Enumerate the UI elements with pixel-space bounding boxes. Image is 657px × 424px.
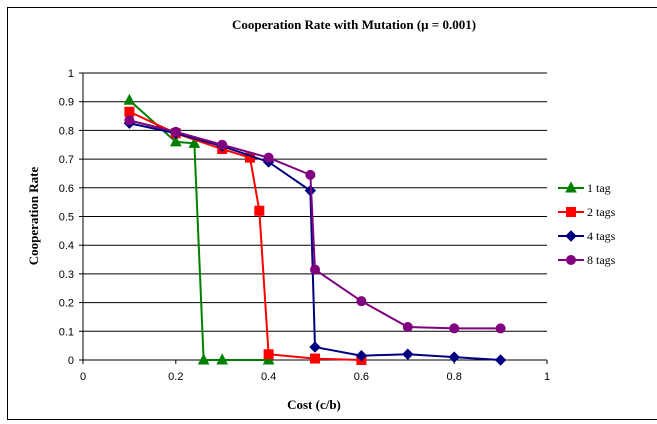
series-2-tags (124, 106, 367, 365)
data-point (254, 205, 265, 216)
data-point (217, 139, 228, 150)
legend-item: 2 tags (558, 205, 616, 219)
series-layer (123, 93, 507, 366)
data-point (170, 126, 181, 137)
data-point (494, 354, 507, 366)
series-1-tag (123, 93, 275, 365)
y-axis-label: Cooperation Rate (26, 166, 41, 265)
x-tick-label: 0.6 (354, 371, 369, 383)
data-point (355, 349, 368, 362)
series-line (128, 99, 269, 361)
legend-label: 4 tags (587, 229, 616, 243)
chart-frame: Cooperation Rate with Mutation (μ = 0.00… (7, 7, 657, 420)
data-point (448, 351, 460, 363)
legend-swatch-marker (566, 207, 576, 217)
x-tick-label: 0.4 (261, 371, 276, 383)
y-tick-label: 0.3 (59, 269, 74, 281)
data-point (216, 353, 229, 365)
legend-swatch-marker (566, 255, 576, 265)
y-tick-label: 0.1 (59, 326, 74, 338)
y-tick-label: 0.2 (59, 298, 74, 310)
y-tick-label: 0.7 (59, 154, 74, 166)
axis-layer: 0 0.1 0.2 0.3 0.4 0.5 0.6 0.7 0.8 0.9 1 0 0.2 0.4 0.6 0… (59, 68, 550, 383)
data-point (169, 135, 182, 147)
x-tick-label: 0.2 (168, 371, 183, 383)
legend-swatch-marker (565, 181, 577, 193)
data-point (123, 93, 136, 105)
data-point (356, 296, 367, 307)
y-tick-label: 0.6 (59, 183, 74, 195)
data-point (305, 169, 316, 180)
series-line (129, 119, 501, 330)
x-axis-label: Cost (c/b) (287, 397, 341, 412)
legend-item: 1 tag (558, 181, 611, 195)
data-point (310, 353, 320, 364)
data-point (124, 115, 135, 126)
data-point (402, 321, 413, 332)
data-point (188, 136, 201, 148)
legend-swatch-marker (565, 230, 577, 242)
data-point (310, 264, 320, 275)
legend: 1 tag 2 tags 4 tags 8 tags (558, 181, 616, 267)
data-point (263, 349, 274, 360)
legend-label: 2 tags (587, 205, 616, 219)
y-tick-label: 0.9 (59, 97, 74, 109)
data-point (402, 348, 414, 360)
data-point (197, 353, 210, 365)
legend-label: 8 tags (587, 253, 616, 267)
data-point (124, 106, 135, 117)
data-point (449, 323, 460, 334)
data-point (309, 341, 321, 353)
legend-item: 4 tags (558, 229, 616, 243)
chart-svg: Cooperation Rate with Mutation (μ = 0.00… (26, 17, 616, 412)
legend-item: 8 tags (558, 253, 616, 267)
chart-title: Cooperation Rate with Mutation (μ = 0.00… (232, 17, 476, 32)
data-point (263, 152, 274, 163)
legend-label: 1 tag (587, 181, 611, 195)
data-point (495, 323, 506, 334)
x-tick-label: 0 (80, 371, 86, 383)
y-tick-label: 0 (68, 355, 74, 367)
y-tick-label: 1 (68, 68, 74, 80)
y-tick-label: 0.8 (59, 125, 74, 137)
series-line (128, 110, 362, 361)
grid-layer (83, 72, 547, 332)
series-8-tags (124, 115, 506, 334)
y-tick-label: 0.5 (59, 212, 74, 224)
y-tick-label: 0.4 (59, 240, 74, 252)
x-tick-label: 0.8 (447, 371, 462, 383)
x-tick-label: 1 (544, 371, 550, 383)
